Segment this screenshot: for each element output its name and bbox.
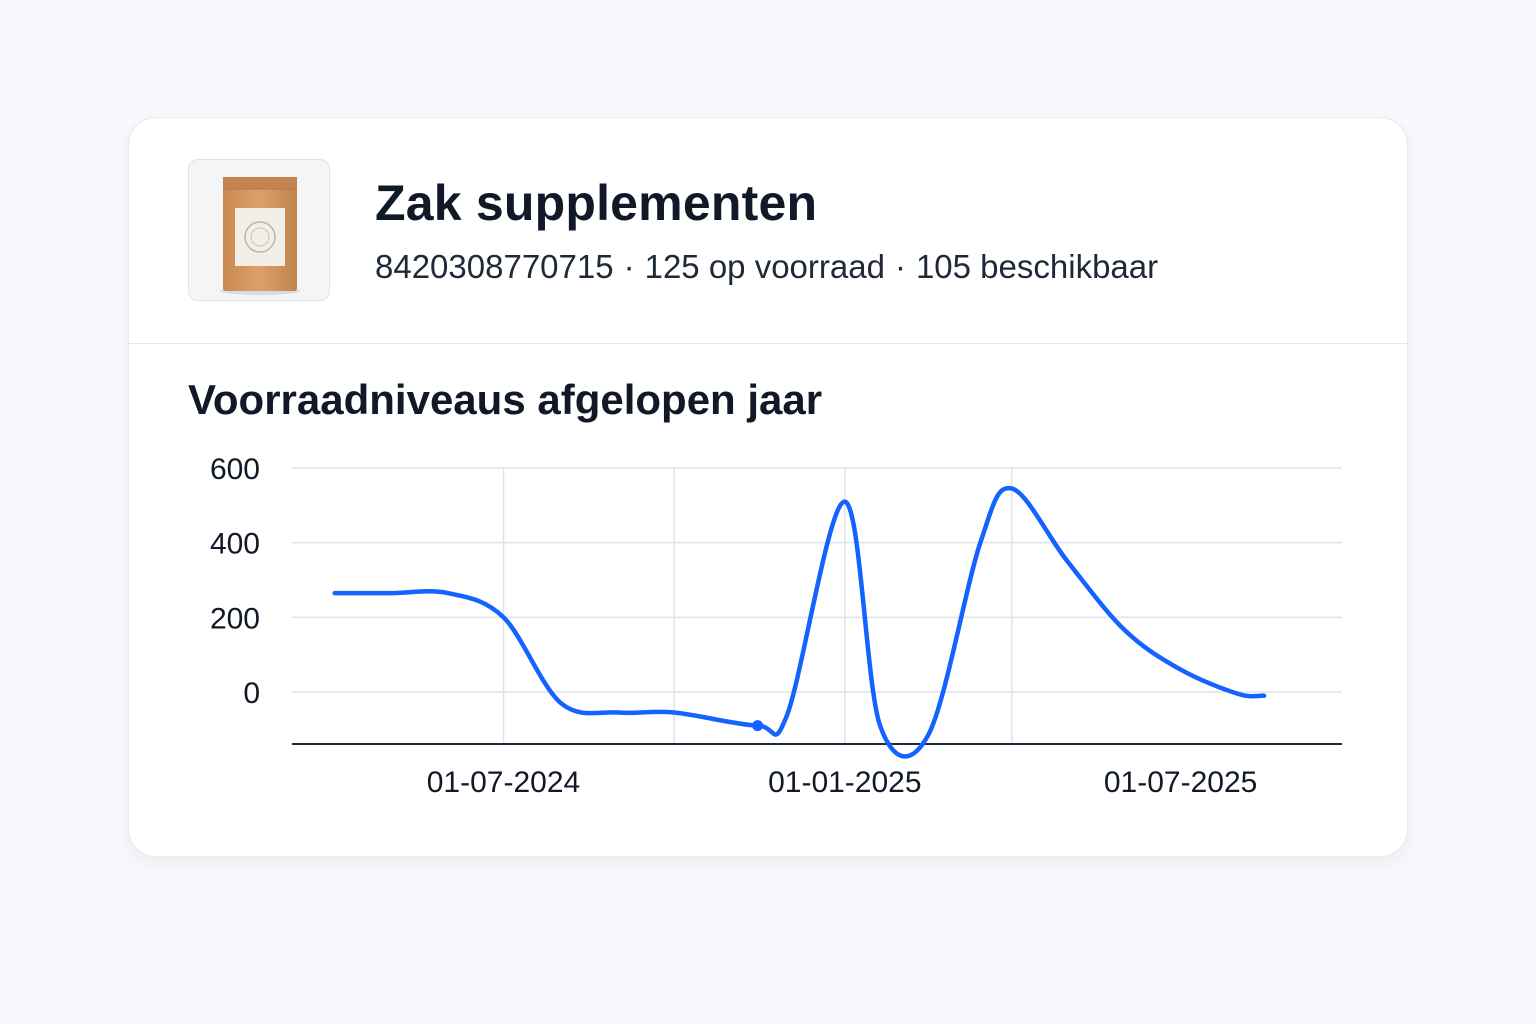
data-point xyxy=(1064,558,1070,564)
data-point xyxy=(1178,667,1184,673)
product-card: Zak supplementen 8420308770715 · 125 op vo… xyxy=(128,117,1408,857)
data-point xyxy=(925,732,931,738)
data-point xyxy=(877,723,883,729)
data-point xyxy=(1235,691,1241,697)
data-point xyxy=(1122,627,1128,633)
data-point xyxy=(332,590,338,596)
x-tick-label: 01-01-2025 xyxy=(768,766,921,799)
chart-title: Voorraadniveaus afgelopen jaar xyxy=(188,376,823,423)
meta-separator: · xyxy=(894,248,906,285)
stock-level-chart: 0 200 400 600 01-07-2024 01-01-2025 01-07-202… xyxy=(210,453,1342,799)
highlighted-data-point xyxy=(752,720,764,732)
product-title: Zak supplementen xyxy=(375,175,818,231)
stock-count: 125 op voorraad xyxy=(644,248,885,285)
product-meta: 8420308770715 · 125 op voorraad · 105 beschi… xyxy=(375,248,1158,286)
data-point xyxy=(445,590,451,596)
data-point xyxy=(558,700,564,706)
data-point xyxy=(1261,693,1267,699)
data-point xyxy=(387,590,393,596)
data-point xyxy=(616,710,622,716)
product-barcode: 8420308770715 xyxy=(375,248,614,285)
y-tick-label: 400 xyxy=(210,528,260,561)
product-image xyxy=(188,159,330,301)
available-count: 105 beschikbaar xyxy=(915,248,1159,285)
meta-separator: · xyxy=(623,248,635,285)
data-point xyxy=(671,710,677,716)
data-point xyxy=(977,540,983,546)
data-point xyxy=(784,711,790,717)
x-tick-label: 01-07-2025 xyxy=(1104,766,1257,799)
y-tick-label: 0 xyxy=(243,677,260,710)
y-tick-label: 600 xyxy=(210,453,260,486)
supplement-bag-icon xyxy=(220,177,300,295)
data-point xyxy=(842,499,848,505)
product-header: Zak supplementen 8420308770715 · 125 op vo… xyxy=(129,118,1407,344)
series-line xyxy=(332,485,1267,759)
y-tick-label: 200 xyxy=(210,602,260,635)
data-point xyxy=(1009,486,1015,492)
x-tick-label: 01-07-2024 xyxy=(427,766,580,799)
data-point xyxy=(500,614,506,620)
